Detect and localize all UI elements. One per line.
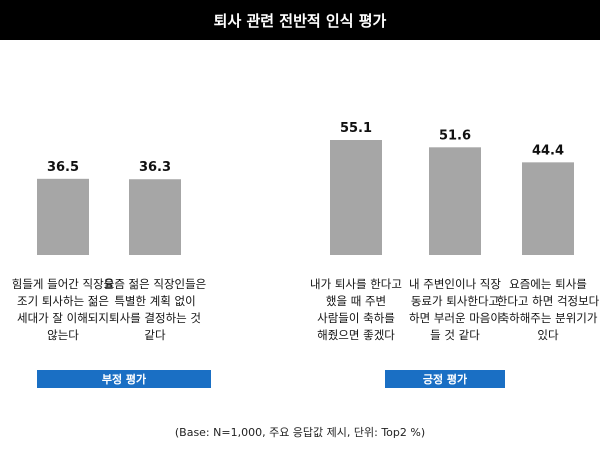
value-label-5: 44.4 — [532, 143, 564, 158]
value-label-2: 36.3 — [139, 160, 171, 175]
group-label-positive: 긍정 평가 — [385, 370, 505, 388]
category-label-3: 내가 퇴사를 한다고 했을 때 주변 사람들이 축하를 해줬으면 좋겠다 — [310, 277, 402, 342]
value-label-1: 36.5 — [47, 160, 79, 175]
bar-1 — [37, 178, 89, 255]
value-label-3: 55.1 — [340, 121, 372, 136]
bar-3 — [330, 140, 382, 255]
bar-4 — [429, 147, 481, 255]
category-label-4: 내 주변인이나 직장 동료가 퇴사한다고 하면 부러운 마음이 들 것 같다 — [409, 277, 501, 342]
category-label-1: 힘들게 들어간 직장을 조기 퇴사하는 젊은 세대가 잘 이해되지 않는다 — [11, 277, 115, 342]
chart-title: 퇴사 관련 전반적 인식 평가 — [0, 0, 600, 40]
value-label-4: 51.6 — [439, 128, 471, 143]
bar-2 — [129, 179, 181, 255]
bar-5 — [522, 162, 574, 255]
category-label-5: 요즘에는 퇴사를 한다고 하면 걱정보다 축하해주는 분위기가 있다 — [496, 277, 600, 342]
group-label-negative: 부정 평가 — [37, 370, 211, 388]
footnote: (Base: N=1,000, 주요 응답값 제시, 단위: Top2 %) — [174, 426, 426, 439]
category-label-2: 요즘 젊은 직장인들은 특별한 계획 없이 퇴사를 결정하는 것 같다 — [103, 277, 207, 342]
